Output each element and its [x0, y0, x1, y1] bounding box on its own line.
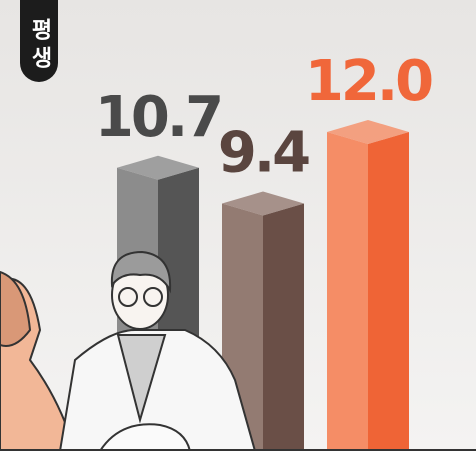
bar-side — [263, 204, 304, 451]
tag: 평생 — [20, 0, 58, 82]
bar — [327, 132, 368, 450]
page: 10.79.4 12.0 평생 — [0, 0, 476, 451]
illustration — [0, 252, 255, 451]
value-label: 12.0 — [305, 49, 432, 114]
chart: 10.79.4 12.0 — [0, 0, 476, 451]
value-label: 10.7 — [95, 85, 221, 150]
bar-side — [368, 132, 409, 450]
value-label: 9.4 — [218, 121, 309, 186]
